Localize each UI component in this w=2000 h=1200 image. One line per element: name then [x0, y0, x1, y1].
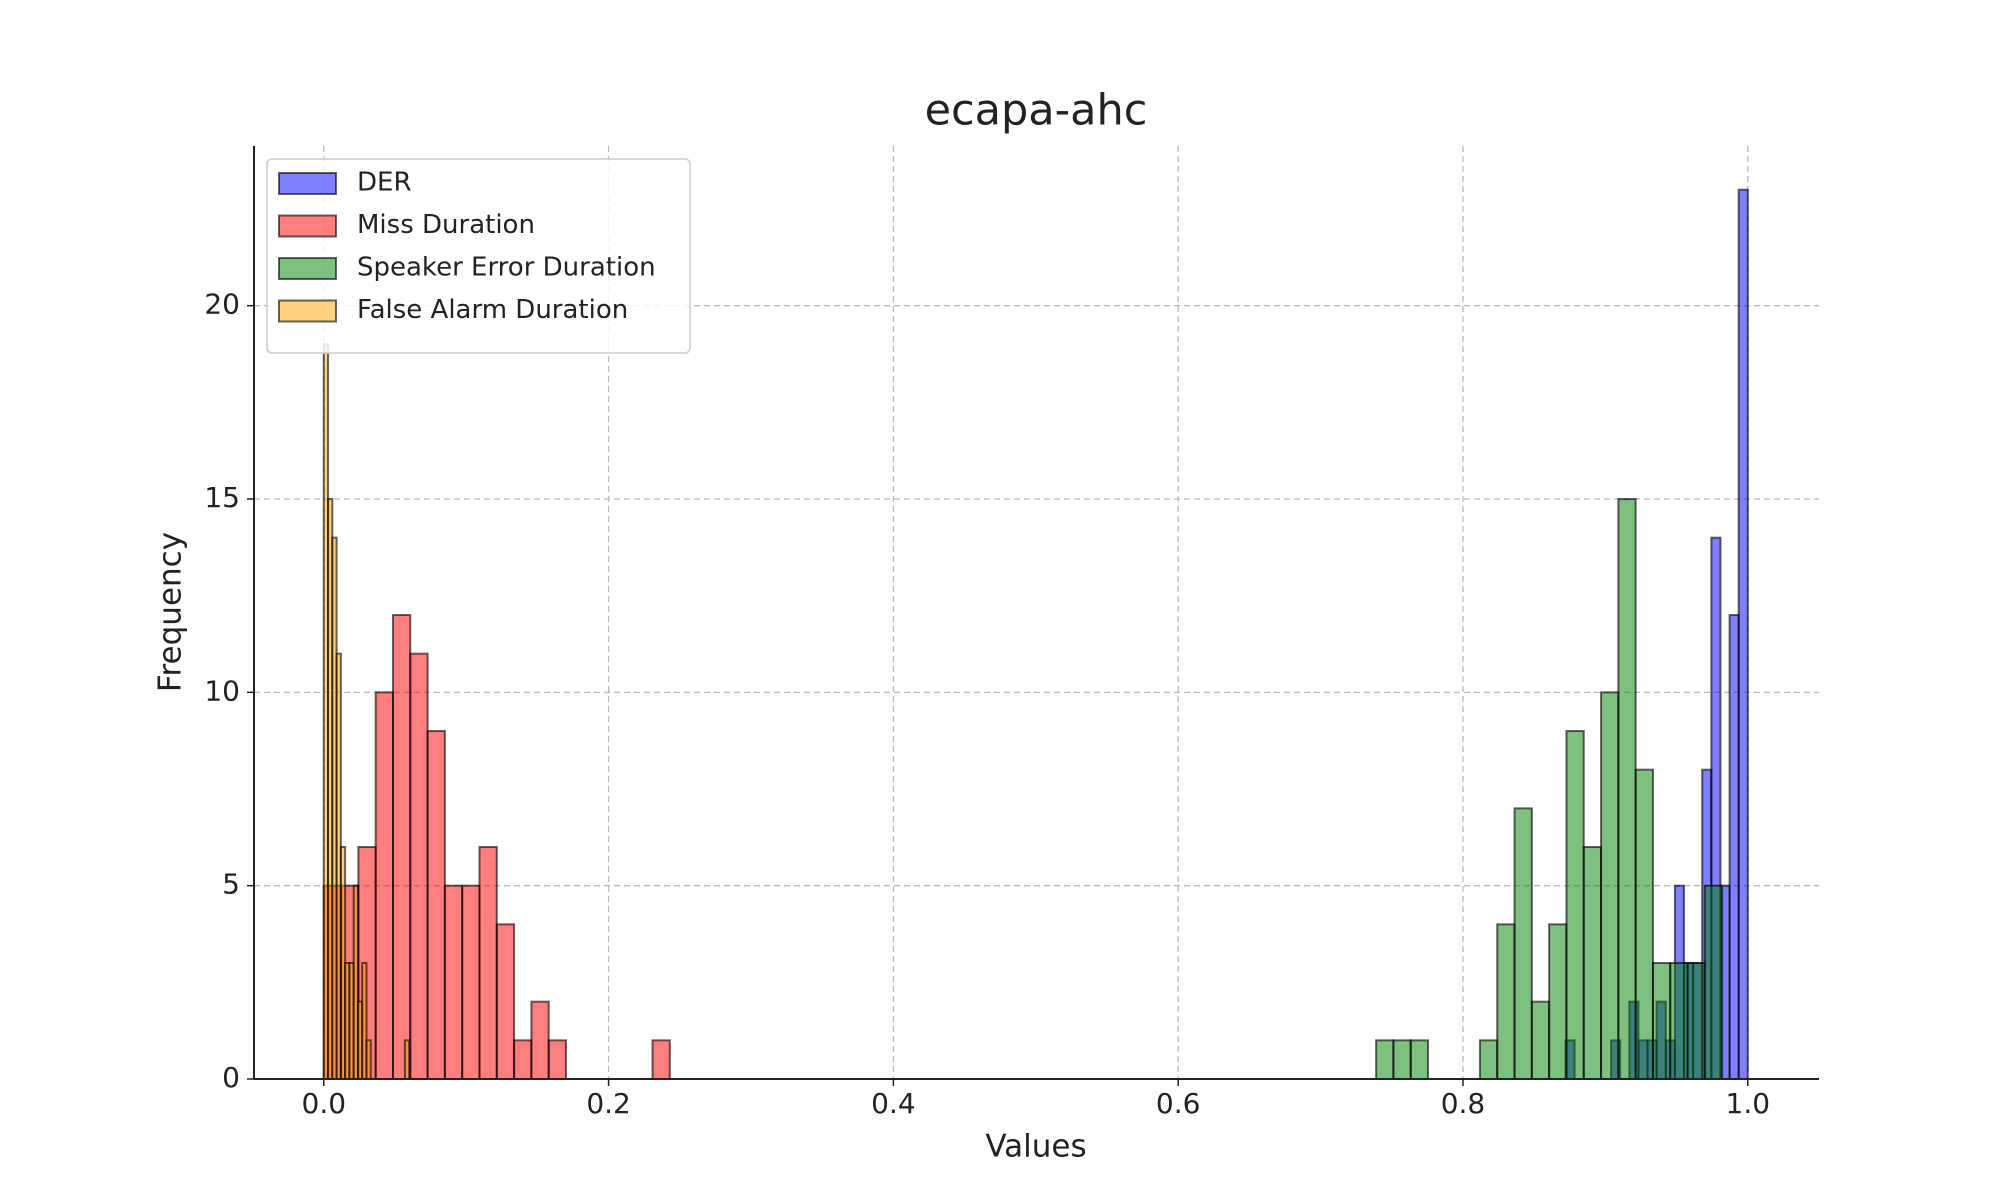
x-tick-label: 0.4 — [871, 1087, 916, 1120]
histogram-bar — [478, 846, 498, 1081]
histogram-bar — [1600, 691, 1620, 1080]
histogram-bar — [1478, 1039, 1499, 1081]
legend-label: DER — [357, 168, 412, 198]
legend-box — [266, 158, 691, 354]
histogram-bar — [374, 691, 394, 1080]
bars — [322, 188, 1749, 1081]
histogram-bar — [365, 1039, 372, 1081]
legend-swatch — [278, 257, 337, 280]
legend: DER Miss Duration Speaker Error Duration Fa… — [266, 158, 691, 354]
histogram-bar — [426, 730, 446, 1080]
legend-label: False Alarm Duration — [357, 295, 628, 325]
histogram-bar — [1617, 498, 1637, 1080]
histogram-bar — [403, 1039, 411, 1081]
histogram-bar — [1703, 884, 1724, 1080]
histogram-bar — [1530, 1000, 1551, 1081]
histogram-bar — [1548, 923, 1568, 1081]
y-tick-label: 20 — [204, 288, 240, 321]
legend-label: Speaker Error Duration — [357, 253, 656, 283]
histogram-bar — [391, 614, 412, 1080]
x-axis-label: Values — [985, 1129, 1086, 1165]
histogram-bar — [495, 923, 516, 1081]
x-tick-label: 0.8 — [1441, 1087, 1486, 1120]
histogram-bar — [1737, 188, 1749, 1080]
legend-label: Miss Duration — [357, 210, 535, 240]
histogram-bar — [651, 1039, 671, 1081]
y-tick-label: 10 — [204, 674, 240, 707]
x-tick-label: 0.0 — [302, 1087, 347, 1120]
y-tick-label: 0 — [222, 1061, 240, 1094]
histogram-bar — [1392, 1039, 1412, 1081]
histogram-bar — [513, 1039, 533, 1081]
x-tick-label: 1.0 — [1726, 1087, 1771, 1120]
histogram-bar — [1565, 730, 1585, 1080]
histogram-bar — [1513, 807, 1533, 1080]
histogram-bar — [1496, 923, 1516, 1081]
x-tick-label: 0.6 — [1156, 1087, 1201, 1120]
histogram-bar — [1686, 962, 1706, 1080]
x-tick-label: 0.2 — [586, 1087, 631, 1120]
histogram-bar — [1582, 846, 1603, 1081]
histogram-bar — [1409, 1039, 1430, 1081]
legend-swatch — [278, 172, 337, 195]
y-tick-label: 5 — [222, 868, 240, 901]
histogram-bar — [547, 1039, 568, 1081]
histogram-bar — [1651, 962, 1672, 1080]
histogram-bar — [1669, 962, 1689, 1080]
histogram-bar — [443, 884, 464, 1080]
histogram-bar — [1634, 768, 1654, 1081]
chart-title: ecapa-ahc — [925, 86, 1148, 136]
histogram-bar — [1728, 614, 1740, 1080]
histogram-bar — [1375, 1039, 1395, 1081]
legend-swatch — [278, 299, 337, 323]
y-axis-label: Frequency — [153, 532, 189, 692]
histogram-bar — [409, 652, 429, 1080]
axes: 0.0 0.2 0.4 0.6 0.8 1.0 0 5 10 15 20 — [204, 146, 1819, 1120]
histogram-bar — [461, 884, 481, 1080]
legend-swatch — [278, 214, 337, 238]
histogram-bar — [530, 1000, 550, 1081]
y-tick-label: 15 — [204, 481, 240, 514]
